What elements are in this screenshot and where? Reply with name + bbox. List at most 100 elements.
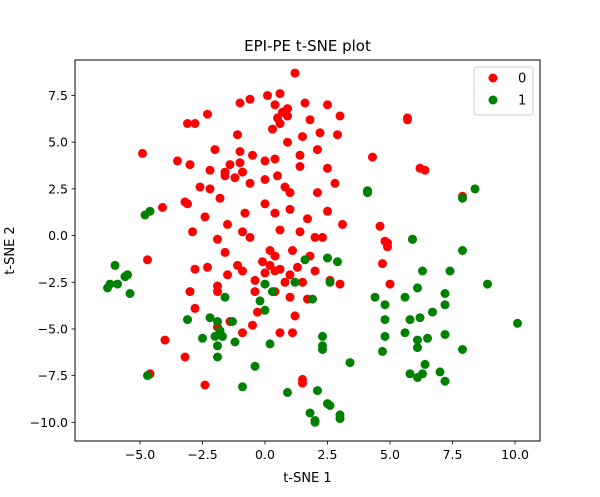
point-series-1-21 [325,277,335,287]
point-series-0-77 [245,232,255,242]
point-series-0-109 [385,279,395,289]
point-series-0-17 [183,119,192,128]
point-series-0-125 [288,328,297,338]
point-series-1-59 [318,345,327,354]
legend-marker-0 [488,73,498,83]
x-tick-label: −5.0 [125,447,155,462]
point-series-0-49 [260,175,270,184]
x-tick-label: 10.0 [501,447,529,462]
x-tick-label: 0.0 [255,447,275,462]
point-series-0-75 [375,221,385,231]
point-series-0-88 [270,251,280,261]
point-series-0-39 [205,165,215,175]
point-series-1-61 [413,343,422,353]
point-series-0-73 [295,227,305,237]
y-tick-label: 7.5 [48,88,68,103]
point-series-0-20 [268,124,277,134]
point-series-1-23 [268,287,277,297]
point-series-0-93 [203,262,212,272]
point-series-0-2 [263,91,272,100]
point-series-1-70 [435,367,445,377]
point-series-0-101 [270,266,280,276]
point-series-0-91 [258,257,267,267]
point-series-0-51 [205,184,215,194]
point-series-1-30 [220,292,230,302]
point-series-1-34 [183,315,192,325]
point-series-0-71 [188,227,197,237]
point-series-0-108 [335,279,345,289]
point-series-0-26 [138,148,147,158]
point-series-0-60 [158,203,167,212]
point-series-1-72 [283,387,292,397]
point-series-1-33 [440,300,450,310]
point-series-0-22 [233,130,242,140]
points-layer [103,68,522,427]
point-series-1-7 [458,246,467,255]
point-series-0-12 [335,111,345,121]
point-series-0-74 [338,219,347,229]
point-series-1-17 [103,283,112,293]
point-series-0-48 [420,165,430,175]
point-series-1-76 [325,401,335,410]
point-series-0-66 [285,204,295,214]
point-series-0-96 [293,262,302,272]
point-series-0-94 [238,266,247,276]
point-series-0-3 [245,94,255,104]
point-series-1-2 [470,184,480,194]
point-series-0-67 [323,206,332,216]
y-axis-label: t-SNE 2 [3,226,18,274]
point-series-1-68 [420,359,430,369]
point-series-1-69 [418,369,427,379]
point-series-1-25 [370,292,380,302]
y-tick-label: −10.0 [30,415,68,430]
point-series-0-123 [238,328,247,338]
point-series-0-121 [248,320,257,330]
point-series-0-24 [333,130,342,140]
point-series-0-70 [275,225,285,235]
point-series-0-102 [285,270,295,280]
point-series-1-62 [458,345,467,354]
point-series-0-5 [300,98,310,108]
plot-area-frame [74,59,541,442]
x-tick-label: −2.5 [187,447,217,462]
y-tick-label: 2.5 [48,181,68,196]
point-series-1-45 [215,326,225,336]
point-series-0-52 [245,178,255,188]
point-series-0-61 [240,208,250,218]
point-series-1-32 [380,300,390,310]
point-series-0-105 [280,277,290,287]
point-series-1-54 [440,330,450,339]
point-series-0-44 [273,171,282,181]
point-series-1-29 [483,279,492,289]
chart-title: EPI-PE t-SNE plot [244,37,371,55]
point-series-1-15 [418,266,427,276]
point-series-1-52 [413,335,422,345]
point-series-1-37 [228,317,237,326]
point-series-1-36 [213,317,222,326]
point-series-1-65 [143,371,152,381]
point-series-0-21 [315,128,325,138]
point-series-0-76 [213,234,222,244]
point-series-0-65 [200,212,210,222]
point-series-1-22 [125,289,135,298]
point-series-1-41 [415,313,425,323]
point-series-1-66 [405,369,415,379]
point-series-1-24 [308,294,317,304]
point-series-0-103 [310,266,320,276]
point-series-1-79 [335,414,345,424]
point-series-1-20 [290,277,300,287]
point-series-1-28 [440,289,450,298]
point-series-1-39 [380,315,390,325]
point-series-0-115 [285,292,295,302]
point-series-1-71 [238,382,247,392]
point-series-1-5 [140,210,150,220]
point-series-0-83 [220,247,230,257]
point-series-1-42 [405,315,415,325]
point-series-0-43 [238,167,247,177]
point-series-0-6 [323,100,332,110]
point-series-0-42 [230,173,240,183]
x-axis: −5.0 −2.5 0.0 2.5 5.0 7.5 10.0 [125,441,529,462]
point-series-0-33 [313,145,322,155]
point-series-0-57 [215,193,225,203]
